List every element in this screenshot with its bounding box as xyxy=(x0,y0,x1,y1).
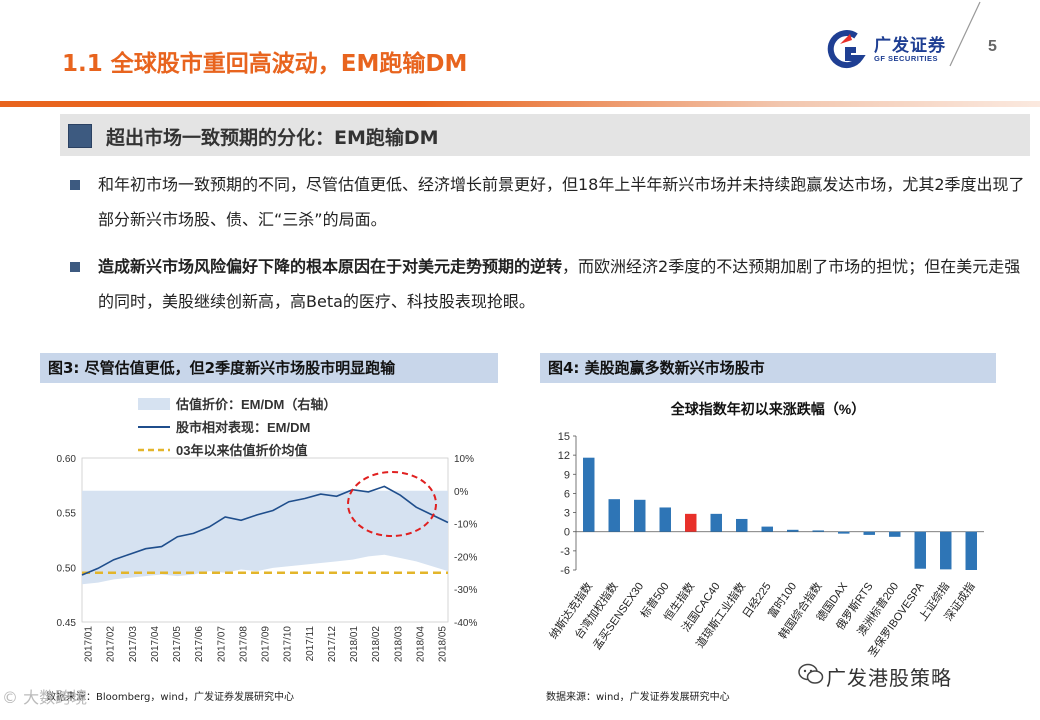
y-tick-label: 3 xyxy=(564,508,570,520)
y-tick-label: -6 xyxy=(560,565,570,577)
figure-3-caption: 图3: 尽管估值更低，但2季度新兴市场股市明显跑输 xyxy=(40,353,498,383)
section-heading-bar: 超出市场一致预期的分化：EM跑输DM xyxy=(60,114,1030,156)
y-tick-label: 12 xyxy=(558,450,570,462)
x-tick-label: 2018/05 xyxy=(438,626,449,663)
bar xyxy=(736,518,748,532)
y-right-tick-label: -10% xyxy=(454,520,477,531)
x-tick-label: 2017/07 xyxy=(216,626,227,663)
bullet-text: 造成新兴市场风险偏好下降的根本原因在于对美元走势预期的逆转，而欧洲经济2季度的不… xyxy=(98,249,1026,319)
x-tick-label: 2017/01 xyxy=(84,626,95,663)
x-tick-label: 2017/05 xyxy=(172,626,183,663)
chart-title: 全球指数年初以来涨跌幅（%） xyxy=(670,401,865,417)
y-right-tick-label: 0% xyxy=(454,487,469,498)
y-right-tick-label: 10% xyxy=(454,454,474,465)
figure-4-chart: 全球指数年初以来涨跌幅（%） 15 12 9 6 3 0 -3 -6 纳斯达克指数 台湾加权指数 孟买… xyxy=(540,384,996,684)
bullet-bold-text: 造成新兴市场风险偏好下降的根本原因在于对美元走势预期的逆转 xyxy=(98,257,563,276)
legend-swatch-area xyxy=(138,398,170,410)
y-tick-label: -3 xyxy=(560,546,570,558)
legend-label: 估值折价：EM/DM（右轴） xyxy=(175,397,336,412)
logo-text-cn: 广发证券 xyxy=(874,36,946,56)
corner-watermark: © 大数跨境 xyxy=(2,688,88,707)
figure-3-source: 数据来源：Bloomberg，wind，广发证券发展研究中心 xyxy=(46,692,295,703)
legend-label: 股市相对表现：EM/DM xyxy=(176,420,310,435)
bullet-square-icon xyxy=(70,180,80,190)
bar xyxy=(761,526,773,532)
valuation-discount-area xyxy=(82,490,448,585)
bar xyxy=(583,457,595,532)
y-tick-label: 6 xyxy=(564,488,570,500)
x-tick-label: 2018/04 xyxy=(415,626,426,663)
bullet-normal-text: ，而欧洲经济2季度的不达预期加剧了市场的担忧；但在美元走强的同时，美股继续创新高… xyxy=(98,257,1021,311)
bar xyxy=(812,530,824,532)
logo-text-en: GF SECURITIES xyxy=(874,54,939,63)
bar xyxy=(914,531,926,569)
x-tick-label: 2018/03 xyxy=(393,626,404,663)
bar xyxy=(659,507,671,532)
y-right-tick-label: -20% xyxy=(454,552,477,563)
y-left-tick-label: 0.45 xyxy=(57,618,77,629)
slide-title: 1.1 全球股市重回高波动，EM跑输DM xyxy=(62,51,468,77)
em-dm-line-chart: 0.45 0.50 0.55 0.60 10% 0% -10% -20% -30% -40% 201… xyxy=(57,397,478,663)
global-index-bar-chart: 全球指数年初以来涨跌幅（%）15129630-3-6纳斯达克指数台湾加权指数孟买… xyxy=(546,401,984,659)
legend-label: 03年以来估值折价均值 xyxy=(176,443,307,458)
x-tick-label: 2017/03 xyxy=(128,626,139,663)
y-tick-label: 9 xyxy=(564,469,570,481)
x-tick-label: 2017/10 xyxy=(283,626,294,663)
bar xyxy=(634,499,646,532)
wechat-icon xyxy=(798,663,824,684)
figure-4-source: 数据来源：wind，广发证券发展研究中心 xyxy=(546,692,730,703)
bar xyxy=(838,531,850,534)
watermark-text: 广发港股策略 xyxy=(826,666,952,690)
x-tick-label: 2018/02 xyxy=(371,626,382,663)
x-tick-label: 2018/01 xyxy=(349,626,360,663)
bar xyxy=(965,531,977,570)
figure-4-caption: 图4: 美股跑赢多数新兴市场股市 xyxy=(540,353,996,383)
x-tick-label: 2017/02 xyxy=(106,626,117,663)
x-tick-label: 2017/12 xyxy=(327,626,338,663)
x-tick-label: 2017/04 xyxy=(150,626,161,663)
bullet-text: 和年初市场一致预期的不同，尽管估值更低、经济增长前景更好，但18年上半年新兴市场… xyxy=(98,175,1025,229)
x-tick-label: 2017/11 xyxy=(305,626,316,662)
x-tick-label: 2017/08 xyxy=(238,626,249,663)
y-left-tick-label: 0.50 xyxy=(57,563,77,574)
gf-logo-icon xyxy=(827,30,866,69)
x-tick-label: 2017/06 xyxy=(194,626,205,663)
bar xyxy=(940,531,952,570)
bar xyxy=(685,513,697,532)
bar xyxy=(787,529,799,532)
bullet-item-1: 和年初市场一致预期的不同，尽管估值更低、经济增长前景更好，但18年上半年新兴市场… xyxy=(70,167,1030,239)
bar xyxy=(710,513,722,532)
x-tick-label: 2017/09 xyxy=(261,626,272,663)
page-number: 5 xyxy=(988,38,997,55)
gf-securities-logo: 广发证券 GF SECURITIES xyxy=(826,28,956,72)
section-heading: 超出市场一致预期的分化：EM跑输DM xyxy=(106,127,439,149)
y-tick-label: 0 xyxy=(564,527,570,539)
y-right-tick-label: -40% xyxy=(454,618,477,629)
header-slash-divider xyxy=(949,1,981,67)
header-rule xyxy=(0,101,1040,107)
bullet-item-2: 造成新兴市场风险偏好下降的根本原因在于对美元走势预期的逆转，而欧洲经济2季度的不… xyxy=(70,249,1030,321)
section-square-icon xyxy=(68,124,92,148)
y-right-tick-label: -30% xyxy=(454,585,477,596)
bar xyxy=(608,499,620,532)
y-left-tick-label: 0.55 xyxy=(57,509,77,520)
highlight-ellipse xyxy=(347,471,437,537)
y-left-tick-label: 0.60 xyxy=(57,454,77,465)
y-tick-label: 15 xyxy=(558,431,570,443)
bar xyxy=(889,531,901,537)
bullet-square-icon xyxy=(70,262,80,272)
relative-performance-line xyxy=(81,485,449,576)
bar xyxy=(863,531,875,535)
figure-3-chart: 0.45 0.50 0.55 0.60 10% 0% -10% -20% -30% -40% 201… xyxy=(40,384,498,684)
